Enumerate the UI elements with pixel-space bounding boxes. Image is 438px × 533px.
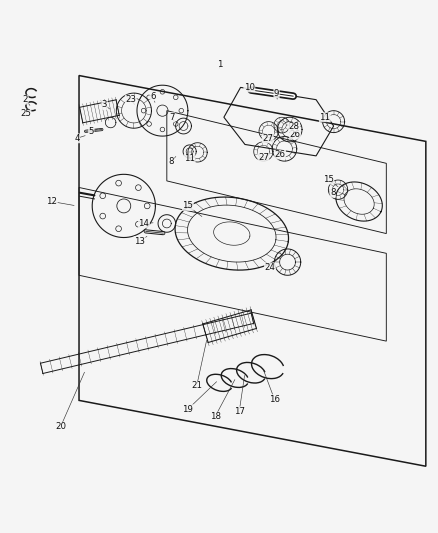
Text: 21: 21	[191, 382, 202, 390]
Text: 27: 27	[261, 134, 273, 143]
Text: 19: 19	[182, 405, 193, 414]
Text: 9: 9	[273, 88, 279, 98]
Text: 2: 2	[23, 95, 28, 104]
Text: 26: 26	[289, 130, 300, 139]
Text: 27: 27	[257, 153, 268, 162]
Text: 8: 8	[168, 157, 173, 166]
Text: 14: 14	[138, 219, 149, 228]
Text: 11: 11	[318, 113, 330, 122]
Text: 13: 13	[134, 237, 145, 246]
Text: 15: 15	[182, 201, 193, 211]
Text: 1: 1	[216, 60, 222, 69]
Text: 6: 6	[150, 92, 155, 101]
Text: 26: 26	[274, 150, 285, 159]
Text: 16: 16	[268, 394, 279, 403]
Text: 24: 24	[264, 263, 275, 272]
Text: 10: 10	[243, 83, 254, 92]
Text: 3: 3	[102, 100, 107, 109]
Text: 28: 28	[288, 123, 299, 132]
Text: 15: 15	[322, 175, 333, 184]
Text: 8: 8	[329, 188, 335, 197]
Text: 12: 12	[46, 197, 57, 206]
Text: 17: 17	[233, 407, 244, 416]
Text: 18: 18	[209, 412, 220, 421]
Text: 20: 20	[55, 422, 66, 431]
Text: 11: 11	[184, 155, 195, 164]
Text: 25: 25	[20, 109, 31, 118]
Text: 5: 5	[88, 127, 94, 136]
Text: 23: 23	[125, 95, 136, 104]
Text: 7: 7	[169, 113, 174, 122]
Text: 4: 4	[74, 134, 79, 143]
